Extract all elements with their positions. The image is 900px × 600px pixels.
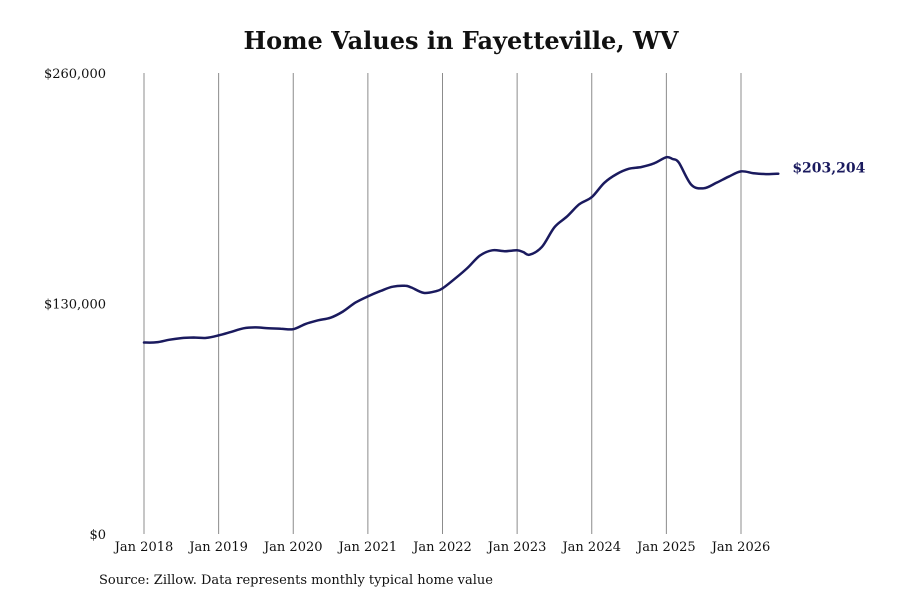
x-tick-label: Jan 2024: [560, 540, 621, 555]
y-tick-label: $0: [89, 528, 106, 543]
x-tick-label: Jan 2018: [113, 540, 174, 555]
x-tick-label: Jan 2023: [486, 540, 547, 555]
x-tick-label: Jan 2022: [411, 540, 472, 555]
series-line: [142, 155, 780, 344]
x-tick-label: Jan 2021: [337, 540, 398, 555]
y-tick-label: $130,000: [44, 298, 106, 313]
x-tick-label: Jan 2026: [710, 540, 771, 555]
end-value-label: $203,204: [792, 161, 865, 177]
x-tick-label: Jan 2020: [262, 540, 323, 555]
x-tick-label: Jan 2019: [187, 540, 248, 555]
y-tick-label: $260,000: [44, 67, 106, 82]
source-note: Source: Zillow. Data represents monthly …: [99, 573, 493, 588]
x-tick-label: Jan 2025: [635, 540, 696, 555]
chart-title: Home Values in Fayetteville, WV: [243, 26, 679, 55]
